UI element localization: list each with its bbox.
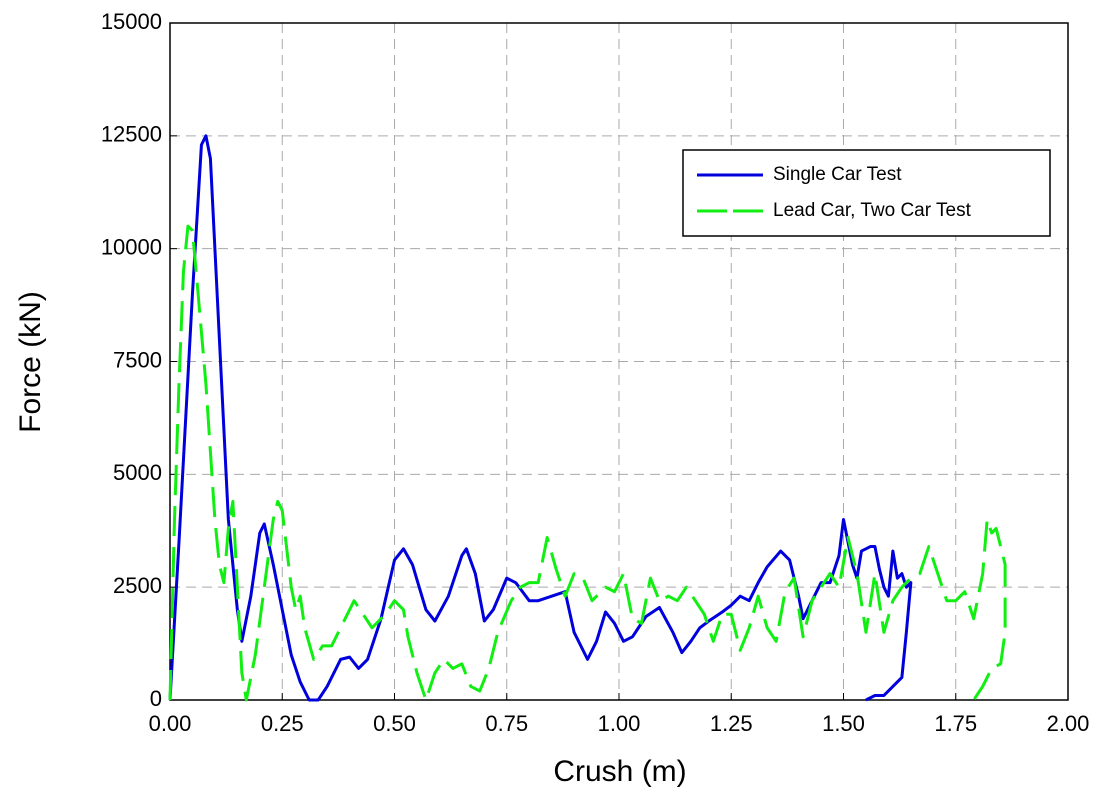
x-tick-label: 0.75 bbox=[485, 711, 528, 736]
legend-label: Lead Car, Two Car Test bbox=[773, 200, 972, 221]
y-tick-label: 2500 bbox=[113, 573, 162, 598]
series-line bbox=[168, 224, 1007, 702]
x-tick-label: 1.50 bbox=[822, 711, 865, 736]
y-tick-label: 10000 bbox=[101, 234, 162, 259]
plot-frame bbox=[169, 22, 1069, 701]
x-tick-label: 2.00 bbox=[1047, 711, 1090, 736]
y-tick-label: 12500 bbox=[101, 122, 162, 147]
x-tick-label: 1.25 bbox=[710, 711, 753, 736]
x-tick-label: 1.00 bbox=[598, 711, 641, 736]
legend-box bbox=[682, 149, 1051, 237]
x-tick-label: 1.75 bbox=[934, 711, 977, 736]
y-tick-label: 7500 bbox=[113, 347, 162, 372]
y-axis-label: Force (kN) bbox=[14, 291, 47, 433]
y-tick-label: 0 bbox=[150, 686, 162, 711]
series-line bbox=[168, 134, 913, 702]
x-axis-label: Crush (m) bbox=[553, 755, 686, 788]
x-tick-label: 0.50 bbox=[373, 711, 416, 736]
legend-label: Single Car Test bbox=[773, 164, 902, 185]
x-tick-label: 0.25 bbox=[261, 711, 304, 736]
y-tick-label: 5000 bbox=[113, 460, 162, 485]
y-tick-label: 15000 bbox=[101, 9, 162, 34]
x-tick-label: 0.00 bbox=[149, 711, 192, 736]
